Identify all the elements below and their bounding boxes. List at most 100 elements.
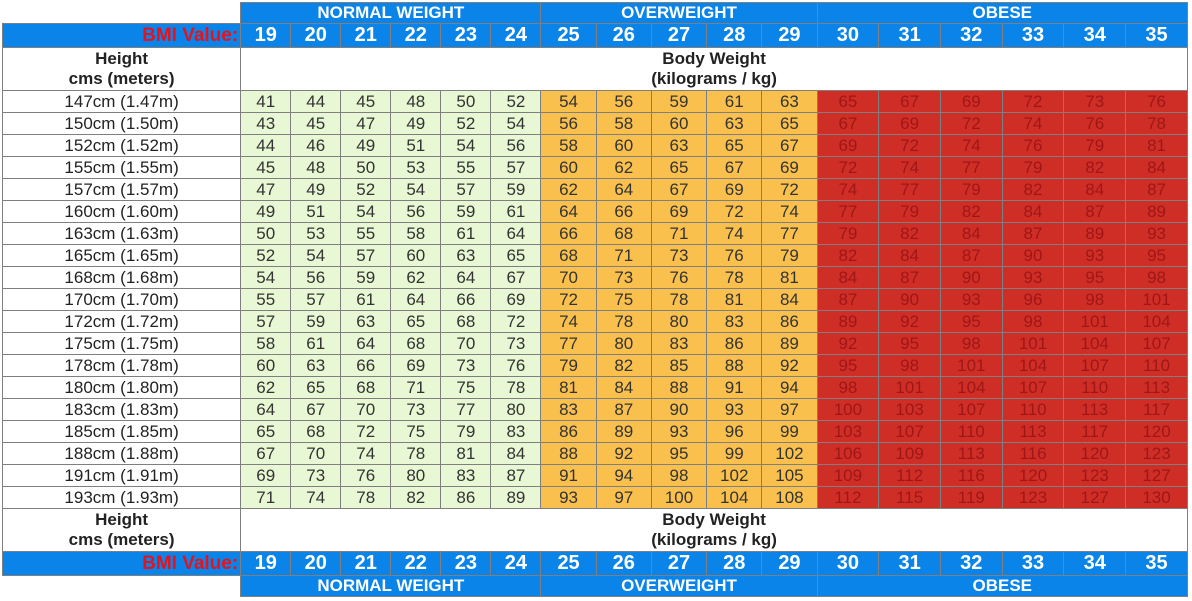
weight-cell: 58 — [390, 222, 442, 245]
weight-cell: 77 — [816, 200, 880, 223]
weight-cell: 63 — [290, 354, 342, 377]
weight-cell: 104 — [1001, 354, 1065, 377]
weight-cell: 95 — [1125, 244, 1188, 267]
weight-cell: 63 — [340, 310, 392, 333]
height-cell: 180cm (1.80m) — [1, 376, 242, 399]
category-row-spacer — [2, 575, 241, 597]
bmi-value-cell: 33 — [1001, 23, 1065, 48]
weight-cell: 41 — [240, 90, 292, 113]
weight-cell: 59 — [440, 200, 492, 223]
weight-cell: 98 — [1001, 310, 1065, 333]
weight-cell: 86 — [706, 332, 763, 355]
weight-cell: 74 — [706, 222, 763, 245]
weight-cell: 73 — [440, 354, 492, 377]
weight-cell: 101 — [939, 354, 1003, 377]
height-cell: 188cm (1.88m) — [1, 442, 242, 465]
table-row: 163cm (1.63m) 50 53 55 58 61 64 66 68 71 74 77 79 82 8… — [1, 222, 1188, 245]
weight-cell: 81 — [761, 266, 818, 289]
weight-cell: 110 — [939, 420, 1003, 443]
weight-cell: 49 — [240, 200, 292, 223]
height-column-header: Height cms (meters) — [1, 47, 242, 91]
height-cell: 163cm (1.63m) — [1, 222, 242, 245]
weight-cell: 72 — [490, 310, 542, 333]
weight-cell: 62 — [540, 178, 597, 201]
weight-cell: 71 — [240, 486, 292, 509]
table-row: 165cm (1.65m) 52 54 57 60 63 65 68 71 73 76 79 82 84 8… — [1, 244, 1188, 267]
weight-cell: 93 — [1001, 266, 1065, 289]
weight-cell: 127 — [1063, 486, 1127, 509]
weight-cell: 65 — [490, 244, 542, 267]
weight-cell: 59 — [290, 310, 342, 333]
weight-cell: 91 — [706, 376, 763, 399]
weight-cell: 53 — [290, 222, 342, 245]
weight-cell: 82 — [1063, 156, 1127, 179]
table-row: 193cm (1.93m) 71 74 78 82 86 89 93 97 100 104 108 11… — [1, 486, 1188, 509]
weight-cell: 74 — [878, 156, 941, 179]
weight-cell: 70 — [290, 442, 342, 465]
weight-cell: 123 — [1063, 464, 1127, 487]
weight-cell: 54 — [240, 266, 292, 289]
weight-cell: 67 — [240, 442, 292, 465]
weight-cell: 112 — [816, 486, 880, 509]
weight-cell: 54 — [340, 200, 392, 223]
weight-cell: 78 — [1125, 112, 1188, 135]
category-header: OVERWEIGHT — [540, 575, 818, 597]
weight-cell: 69 — [761, 156, 818, 179]
weight-cell: 63 — [650, 134, 708, 157]
category-header: NORMAL WEIGHT — [240, 575, 542, 597]
weight-cell: 58 — [540, 134, 597, 157]
height-cell: 155cm (1.55m) — [1, 156, 242, 179]
height-cell: 183cm (1.83m) — [1, 398, 242, 421]
category-header: OVERWEIGHT — [540, 2, 818, 24]
weight-cell: 72 — [340, 420, 392, 443]
weight-cell: 79 — [440, 420, 492, 443]
weight-cell: 47 — [240, 178, 292, 201]
weight-cell: 89 — [816, 310, 880, 333]
bmi-value-cell: 29 — [761, 23, 818, 48]
weight-cell: 72 — [939, 112, 1003, 135]
weight-cell: 64 — [490, 222, 542, 245]
weight-cell: 54 — [290, 244, 342, 267]
bmi-value-cell: 33 — [1001, 551, 1065, 576]
weight-cell: 58 — [240, 332, 292, 355]
weight-cell: 45 — [290, 112, 342, 135]
weight-cell: 94 — [595, 464, 652, 487]
weight-cell: 89 — [1125, 200, 1188, 223]
bottom-bmi-value-row: BMI Value: 19 20 21 22 23 24 25 26 27 28 29 30 31 32 33… — [1, 551, 1188, 576]
weight-cell: 54 — [440, 134, 492, 157]
bmi-value-cell: 31 — [878, 551, 941, 576]
weight-cell: 86 — [761, 310, 818, 333]
weight-cell: 95 — [816, 354, 880, 377]
weight-cell: 73 — [390, 398, 442, 421]
weight-cell: 52 — [240, 244, 292, 267]
weight-cell: 69 — [939, 90, 1003, 113]
height-cell: 160cm (1.60m) — [1, 200, 242, 223]
height-column-header: Height cms (meters) — [1, 508, 242, 552]
weight-cell: 43 — [240, 112, 292, 135]
weight-cell: 57 — [290, 288, 342, 311]
height-header-line: Height — [95, 49, 149, 68]
table-row: 157cm (1.57m) 47 49 52 54 57 59 62 64 67 69 72 74 77 7… — [1, 178, 1188, 201]
weight-cell: 75 — [390, 420, 442, 443]
table-row: 180cm (1.80m) 62 65 68 71 75 78 81 84 88 91 94 98 101… — [1, 376, 1188, 399]
height-header-line: Height — [95, 510, 149, 529]
bmi-value-cell: 21 — [340, 23, 392, 48]
bmi-value-cell: 35 — [1125, 23, 1188, 48]
weight-cell: 45 — [340, 90, 392, 113]
weight-cell: 79 — [1063, 134, 1127, 157]
weight-cell: 92 — [595, 442, 652, 465]
weight-cell: 77 — [540, 332, 597, 355]
weight-cell: 84 — [1063, 178, 1127, 201]
weight-cell: 82 — [595, 354, 652, 377]
weight-cell: 90 — [650, 398, 708, 421]
weight-cell: 57 — [240, 310, 292, 333]
weight-cell: 93 — [1063, 244, 1127, 267]
weight-cell: 87 — [1125, 178, 1188, 201]
weight-cell: 63 — [440, 244, 492, 267]
weight-cell: 72 — [706, 200, 763, 223]
weight-cell: 44 — [290, 90, 342, 113]
height-cell: 157cm (1.57m) — [1, 178, 242, 201]
weight-cell: 88 — [706, 354, 763, 377]
weight-cell: 80 — [650, 310, 708, 333]
weight-cell: 69 — [878, 112, 941, 135]
